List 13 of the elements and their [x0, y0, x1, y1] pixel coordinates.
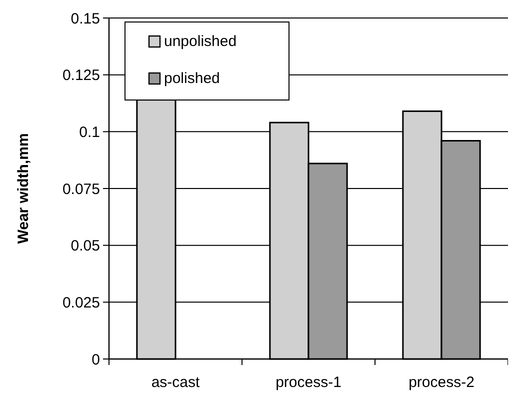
- legend-label: polished: [164, 70, 220, 87]
- x-tick-label: process-2: [408, 374, 474, 391]
- y-tick-label: 0.15: [70, 10, 100, 28]
- y-tick-label: 0.125: [62, 67, 100, 84]
- x-tick-label: process-1: [276, 374, 342, 391]
- y-tick-label: 0.1: [79, 124, 100, 141]
- legend-label: unpolished: [164, 33, 237, 50]
- y-axis-title: Wear width,mm: [15, 133, 32, 244]
- y-tick-label: 0.025: [62, 294, 100, 312]
- y-tick-label: 0.05: [70, 238, 100, 255]
- y-tick-label: 0: [92, 351, 100, 368]
- x-tick-label: as-cast: [151, 374, 200, 391]
- y-tick-label: 0.075: [62, 180, 100, 198]
